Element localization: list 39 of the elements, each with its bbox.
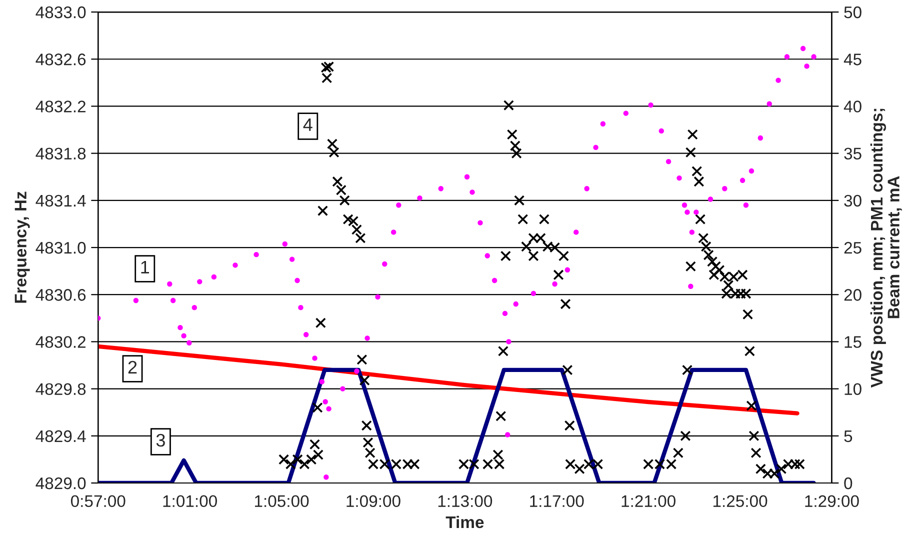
y2-tick-label: 30	[844, 194, 862, 207]
x-tick-label: 1:01:00	[163, 495, 217, 508]
y-tick-label: 4832.2	[36, 100, 86, 112]
y2-tick-label: 5	[844, 430, 852, 442]
y2-tick-label: 20	[844, 289, 862, 301]
y2-tick-label: 10	[844, 383, 862, 396]
x-axis-title: Time	[446, 516, 484, 528]
y2-tick-label: 50	[844, 6, 862, 18]
y2-tick-label: 15	[844, 336, 862, 348]
y-tick-label: 4830.2	[36, 336, 86, 348]
y-tick-label: 4829.0	[36, 477, 86, 490]
x-tick-label: 1:13:00	[438, 495, 492, 508]
line-series	[98, 344, 800, 416]
y-axis-title: Frequency, Hz	[14, 192, 30, 303]
x-tick-label: 0:57:00	[70, 495, 126, 508]
annotation: 1	[141, 260, 150, 274]
y2-axis-title: VWS position, mm; PM1 countings; Beam current, mA	[870, 108, 902, 388]
y-tick-label: 4833.0	[36, 6, 86, 18]
y-tick-label: 4832.6	[36, 54, 86, 66]
y-tick-label: 4829.4	[36, 430, 86, 442]
y2-tick-label: 0	[844, 477, 852, 490]
y2-tick-label: 45	[844, 54, 862, 66]
x-tick-label: 1:29:00	[805, 495, 859, 508]
y2-tick-label: 25	[844, 242, 862, 254]
annotation: 2	[128, 360, 137, 374]
y-tick-label: 4830.6	[36, 289, 86, 301]
y2-tick-label: 35	[844, 148, 862, 160]
y-tick-label: 4831.8	[36, 148, 86, 160]
annotation: 3	[156, 434, 165, 447]
x-tick-label: 1:25:00	[713, 495, 768, 508]
y2-tick-label: 40	[844, 100, 862, 112]
x-tick-label: 1:09:00	[346, 495, 400, 508]
y-tick-label: 4829.8	[36, 383, 86, 396]
x-tick-label: 1:17:00	[530, 495, 584, 508]
x-tick-label: 1:05:00	[254, 495, 309, 508]
x-tick-label: 1:21:00	[622, 495, 676, 508]
annotation: 4	[303, 118, 312, 131]
y-tick-label: 4831.4	[36, 194, 86, 207]
y-tick-label: 4831.0	[36, 242, 86, 254]
